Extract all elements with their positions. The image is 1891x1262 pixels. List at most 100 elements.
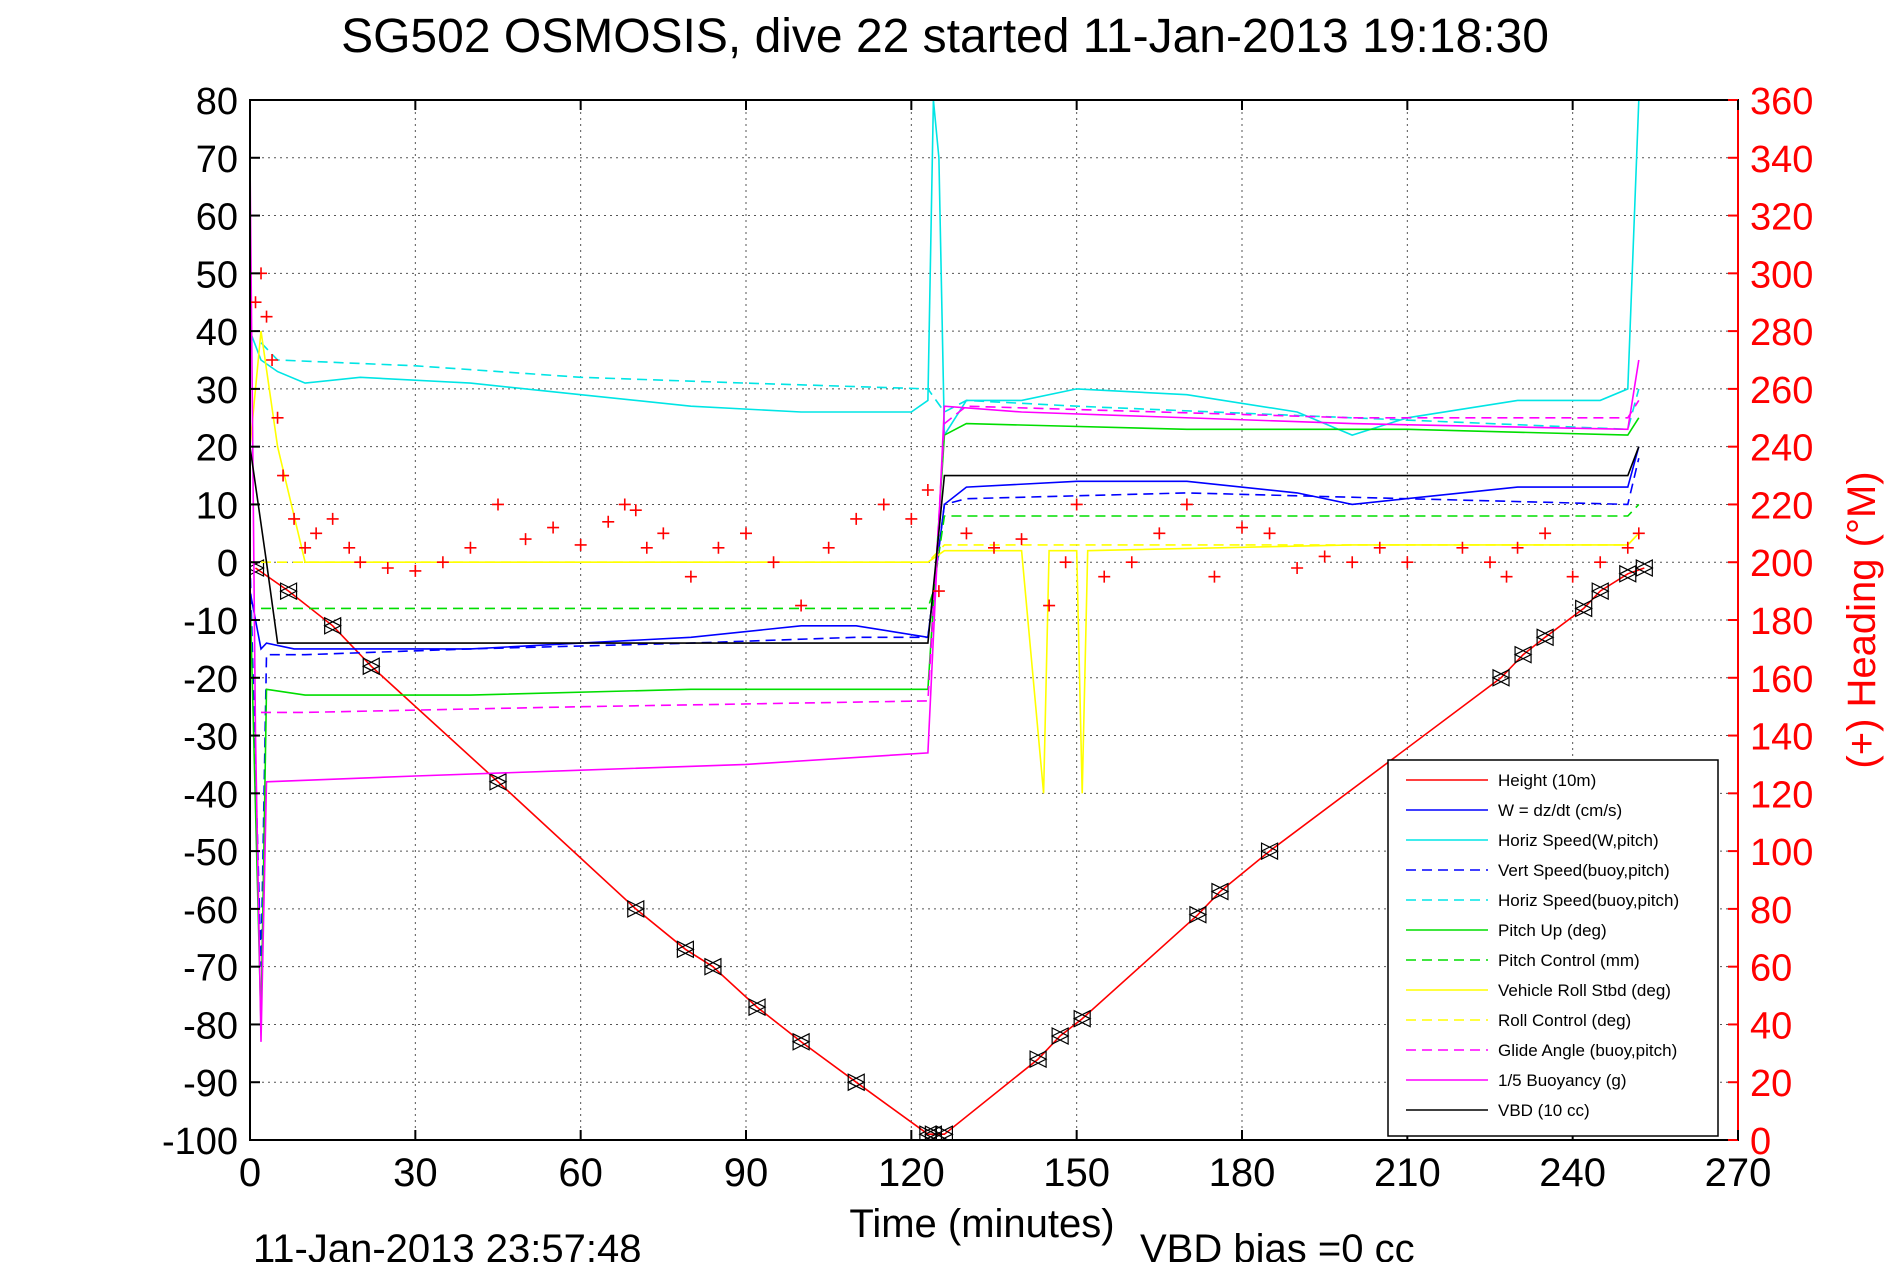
series-pitch-up-deg <box>250 417 1640 1025</box>
x-axis: 0 30 60 90 120 150 180 210 240 270 <box>239 100 1772 1195</box>
y2-tick-label: 280 <box>1750 312 1813 354</box>
heading-point <box>1263 527 1276 540</box>
x-axis-label: Time (minutes) <box>849 1202 1114 1246</box>
right-axis-label: (+) Heading (°M) <box>1840 471 1884 768</box>
series-vbd-10-cc <box>250 446 1640 644</box>
y-tick-label: 60 <box>196 197 238 239</box>
y-tick-label: -80 <box>183 1005 238 1047</box>
heading-point <box>326 512 339 525</box>
heading-point <box>1373 541 1386 554</box>
y2-tick-label: 80 <box>1750 890 1792 932</box>
heading-point <box>1539 527 1552 540</box>
y-tick-label: -30 <box>183 717 238 759</box>
heading-point <box>519 533 532 546</box>
legend-label: W = dz/dt (cm/s) <box>1498 801 1622 820</box>
heading-point <box>464 541 477 554</box>
x-tick-label: 180 <box>1209 1151 1276 1195</box>
heading-point <box>1098 570 1111 583</box>
legend-label: Glide Angle (buoy,pitch) <box>1498 1041 1677 1060</box>
heading-point <box>1484 556 1496 569</box>
x-tick-label: 270 <box>1705 1151 1772 1195</box>
heading-point <box>877 498 890 511</box>
left-axis: 80 70 60 50 40 30 20 10 0 -10 -20 -30 -40 -50 -60 -70 -8… <box>162 81 260 1163</box>
heading-point <box>266 354 279 366</box>
x-tick-label: 90 <box>724 1151 769 1195</box>
x-tick-label: 150 <box>1043 1151 1110 1195</box>
grid-lines <box>250 100 1738 1140</box>
legend-label: Vert Speed(buoy,pitch) <box>1498 861 1670 880</box>
heading-point <box>602 515 615 528</box>
legend-label: Height (10m) <box>1498 771 1596 790</box>
y-tick-label: -20 <box>183 659 238 701</box>
heading-point <box>1208 570 1221 583</box>
series-pitch-control-mm <box>261 503 1640 610</box>
heading-point <box>1070 498 1083 511</box>
series-heading-m <box>250 267 1645 612</box>
y2-tick-label: 200 <box>1750 543 1813 585</box>
y2-tick-label: 160 <box>1750 659 1813 701</box>
y-tick-label: -10 <box>183 601 238 643</box>
heading-point <box>1500 570 1513 583</box>
y2-tick-label: 220 <box>1750 485 1813 527</box>
heading-point <box>310 527 323 540</box>
height-marker <box>1574 599 1594 618</box>
height-marker <box>1188 905 1208 924</box>
x-tick-label: 210 <box>1374 1151 1441 1195</box>
heading-point <box>640 541 653 554</box>
series-horiz-speed-buoy-pitch <box>260 342 1640 431</box>
heading-point <box>299 541 312 554</box>
heading-point <box>767 556 780 569</box>
height-marker <box>676 940 695 959</box>
heading-point <box>1043 599 1056 612</box>
y-tick-label: -70 <box>183 948 238 990</box>
heading-point <box>343 541 356 554</box>
heading-point <box>1621 541 1634 554</box>
heading-point <box>850 512 863 525</box>
y2-tick-label: 260 <box>1750 370 1813 412</box>
series-roll-control-deg <box>261 532 1640 564</box>
y2-tick-label: 300 <box>1750 254 1813 296</box>
heading-point <box>988 541 1000 554</box>
height-marker <box>1491 668 1511 687</box>
heading-point <box>1125 556 1138 569</box>
heading-point <box>574 538 587 551</box>
heading-point <box>436 556 449 569</box>
height-marker <box>626 899 646 918</box>
series-height-10m <box>255 567 1645 1135</box>
heading-point <box>822 541 835 554</box>
plot-area <box>250 100 1654 1140</box>
heading-point <box>381 562 394 574</box>
heading-point <box>1401 556 1414 569</box>
y-tick-label: 40 <box>196 312 238 354</box>
x-tick-label: 120 <box>878 1151 945 1195</box>
heading-point <box>1291 562 1304 574</box>
height-marker <box>361 657 381 676</box>
right-axis: 3603403203002802602402202001801601401201… <box>1728 81 1813 1163</box>
y-tick-label: 0 <box>217 543 238 585</box>
height-marker <box>791 1032 811 1051</box>
y2-tick-label: 100 <box>1750 832 1813 874</box>
height-marker <box>1050 1027 1070 1045</box>
y2-tick-label: 180 <box>1750 601 1813 643</box>
heading-point <box>277 469 290 482</box>
legend: Height (10m) W = dz/dt (cm/s) Horiz Speed(… <box>1387 759 1719 1137</box>
series-glide-angle-buoy-pitch <box>261 399 1640 714</box>
heading-point <box>271 411 284 424</box>
legend-box <box>1387 759 1719 1137</box>
height-marker <box>1260 842 1279 861</box>
heading-point <box>795 599 808 612</box>
y2-tick-label: 120 <box>1750 774 1813 816</box>
y-tick-label: 20 <box>196 428 238 470</box>
heading-point <box>657 527 670 540</box>
y2-tick-label: 0 <box>1750 1121 1771 1163</box>
height-marker <box>935 1125 954 1140</box>
y2-tick-label: 60 <box>1750 948 1792 990</box>
height-marker <box>1513 645 1533 664</box>
heading-point <box>618 498 631 511</box>
y2-tick-label: 20 <box>1750 1063 1792 1105</box>
height-marker <box>279 582 298 601</box>
series-w-dz-dt-cm-s <box>250 446 1640 651</box>
heading-point <box>260 310 273 323</box>
heading-point <box>684 570 697 583</box>
